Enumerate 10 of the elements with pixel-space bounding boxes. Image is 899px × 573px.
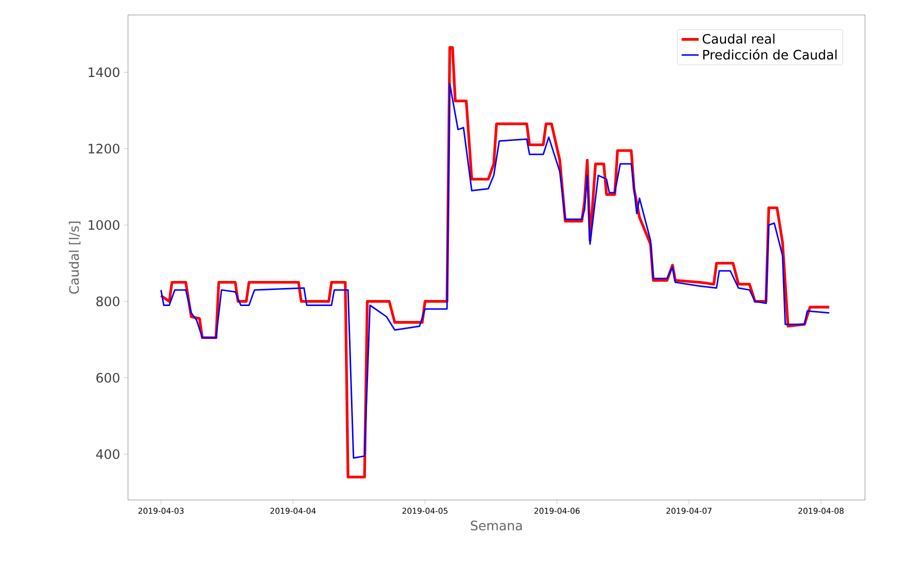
legend-label: Predicción de Caudal	[703, 49, 837, 60]
y-tick-label: 1000	[88, 220, 120, 230]
y-tick-label: 800	[96, 296, 120, 306]
y-tick-label: 400	[96, 449, 120, 460]
legend-label: Caudal real	[702, 34, 774, 44]
x-axis-title: Semana	[470, 520, 522, 530]
y-axis-title: Caudal [l/s]	[68, 222, 80, 294]
y-tick-label: 600	[96, 372, 120, 383]
y-tick-label: 1400	[88, 67, 120, 78]
y-tick-label: 1200	[88, 144, 120, 154]
